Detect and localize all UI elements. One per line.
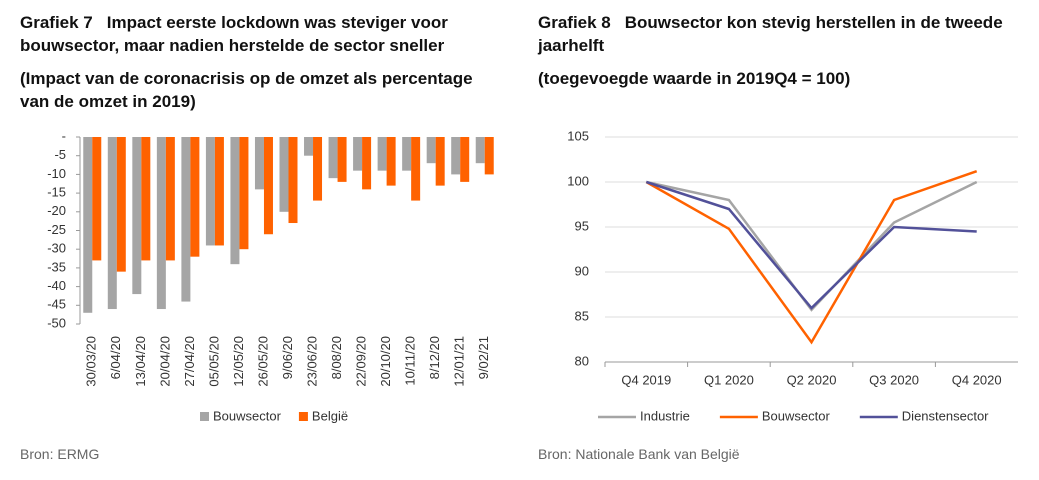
x-tick-label: Q1 2020 — [704, 372, 754, 387]
bar — [377, 137, 387, 171]
bar — [83, 137, 93, 313]
y-tick-label: 95 — [575, 218, 589, 233]
x-tick-label: Q4 2019 — [621, 372, 671, 387]
y-tick-label: -15 — [47, 185, 66, 200]
bar — [304, 137, 314, 156]
x-tick-label: 9/02/21 — [476, 336, 491, 379]
chart-title: Bouwsector kon stevig herstellen in de t… — [538, 13, 1003, 55]
y-tick-label: -50 — [47, 315, 66, 330]
bar — [460, 137, 470, 182]
x-tick-label: Q3 2020 — [869, 372, 919, 387]
legend-label: Bouwsector — [213, 408, 282, 423]
bar — [313, 137, 323, 201]
bar — [214, 137, 224, 246]
bar — [475, 137, 485, 164]
bar — [386, 137, 396, 186]
legend-label: België — [312, 408, 348, 423]
bar — [107, 137, 117, 310]
y-tick-label: - — [62, 128, 66, 143]
x-tick-label: 26/05/20 — [255, 336, 270, 387]
y-tick-label: -10 — [47, 166, 66, 181]
x-tick-label: 30/03/20 — [84, 336, 99, 387]
bar — [230, 137, 240, 265]
bar — [205, 137, 215, 246]
chart-title: Impact eerste lockdown was steviger voor… — [20, 13, 448, 55]
x-tick-label: 8/08/20 — [329, 336, 344, 379]
bar — [181, 137, 191, 302]
legend-label: Industrie — [640, 408, 690, 423]
bar — [116, 137, 126, 272]
x-tick-label: 8/12/20 — [427, 336, 442, 379]
x-tick-label: 20/04/20 — [157, 336, 172, 387]
y-tick-label: -35 — [47, 259, 66, 274]
x-tick-label: 6/04/20 — [108, 336, 123, 379]
line — [645, 170, 978, 345]
bar — [165, 137, 175, 261]
chart-label: Grafiek 7 — [20, 13, 93, 32]
y-tick-label: -25 — [47, 222, 66, 237]
y-tick-label: 100 — [567, 173, 589, 188]
x-tick-label: 22/09/20 — [354, 336, 369, 387]
chart-heading: Grafiek 7 Impact eerste lockdown was stev… — [20, 11, 500, 57]
bar — [263, 137, 273, 235]
x-tick-label: 10/11/20 — [403, 336, 418, 386]
bar — [190, 137, 200, 257]
bar — [402, 137, 412, 171]
legend-label: Bouwsector — [762, 408, 831, 423]
x-tick-label: 12/05/20 — [231, 336, 246, 387]
bar — [156, 137, 166, 310]
chart-subtitle: (Impact van de coronacrisis op de omzet … — [20, 69, 473, 111]
x-tick-label: 27/04/20 — [182, 336, 197, 387]
x-tick-label: 9/06/20 — [280, 336, 295, 379]
bar — [411, 137, 421, 201]
y-tick-label: -5 — [54, 147, 66, 162]
bar — [353, 137, 363, 171]
y-tick-label: 105 — [567, 128, 589, 143]
legend-swatch — [200, 412, 209, 421]
chart-label: Grafiek 8 — [538, 13, 611, 32]
bar — [254, 137, 264, 190]
bar — [337, 137, 347, 182]
bar — [141, 137, 151, 261]
y-tick-label: 85 — [575, 308, 589, 323]
bar — [239, 137, 249, 250]
y-tick-label: -30 — [47, 241, 66, 256]
x-tick-label: Q2 2020 — [787, 372, 837, 387]
bar — [92, 137, 102, 261]
y-tick-label: 80 — [575, 353, 589, 368]
line — [646, 180, 978, 312]
x-tick-label: 20/10/20 — [378, 336, 393, 387]
x-tick-label: 23/06/20 — [304, 336, 319, 387]
x-tick-label: Q4 2020 — [952, 372, 1002, 387]
y-tick-label: 90 — [575, 263, 589, 278]
bar — [484, 137, 494, 175]
chart-heading: Grafiek 8 Bouwsector kon stevig herstelle… — [538, 11, 1033, 57]
bar — [328, 137, 338, 179]
legend-swatch — [298, 412, 308, 421]
chart-source: Bron: Nationale Bank van België — [538, 446, 740, 462]
bar — [279, 137, 289, 212]
bar — [435, 137, 445, 186]
bar — [451, 137, 461, 175]
bar — [362, 137, 372, 190]
chart-source: Bron: ERMG — [20, 446, 100, 462]
y-tick-label: -45 — [47, 297, 66, 312]
line — [645, 180, 977, 310]
bar — [426, 137, 436, 164]
x-tick-label: 12/01/21 — [452, 336, 467, 387]
x-tick-label: 13/04/20 — [133, 336, 148, 387]
bar — [288, 137, 298, 224]
chart-subtitle: (toegevoegde waarde in 2019Q4 = 100) — [538, 69, 851, 88]
y-tick-label: -40 — [47, 278, 66, 293]
legend-label: Dienstensector — [902, 408, 989, 423]
x-tick-label: 05/05/20 — [206, 336, 221, 387]
bar — [132, 137, 142, 295]
y-tick-label: -20 — [47, 203, 66, 218]
